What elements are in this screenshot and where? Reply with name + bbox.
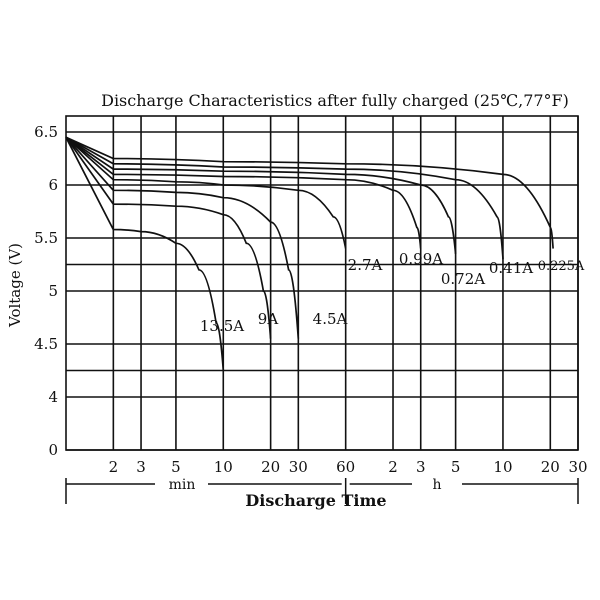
curve-label-0.72A: 0.72A <box>441 270 485 288</box>
discharge-curves <box>65 136 554 371</box>
x-tick-label: 60 <box>336 458 355 476</box>
x-tick-label: 2 <box>109 458 119 476</box>
grid <box>65 115 579 451</box>
unit-min-label: min <box>169 477 196 493</box>
x-tick-label: 5 <box>451 458 461 476</box>
x-tick-label: 10 <box>493 458 512 476</box>
x-tick-label: 2 <box>388 458 398 476</box>
curve-0.41A <box>65 136 504 260</box>
chart-title: Discharge Characteristics after fully ch… <box>101 91 569 110</box>
curve-13.5A <box>65 136 225 371</box>
time-units: min h <box>65 477 579 504</box>
curve-9A <box>65 136 272 339</box>
curve-2.7A <box>65 136 347 249</box>
curve-4.5A <box>65 136 300 339</box>
x-tick-label: 20 <box>541 458 560 476</box>
unit-h-label: h <box>432 477 441 493</box>
x-tick-label: 30 <box>568 458 587 476</box>
x-tick-label: 20 <box>261 458 280 476</box>
curve-label-0.41A: 0.41A <box>489 259 533 277</box>
curve-label-0.225A: 0.225A <box>538 259 585 274</box>
x-tick-label: 3 <box>136 458 146 476</box>
plot-frame <box>65 115 579 451</box>
y-tick-label: 6 <box>48 176 58 194</box>
x-tick-label: 30 <box>289 458 308 476</box>
curve-label-13.5A: 13.5A <box>200 317 244 335</box>
curve-label-4.5A: 4.5A <box>313 310 348 328</box>
curve-label-2.7A: 2.7A <box>348 256 383 274</box>
x-tick-label: 10 <box>214 458 233 476</box>
y-tick-label: 0 <box>48 441 58 459</box>
y-tick-label: 4.5 <box>34 335 58 353</box>
curve-0.72A <box>65 136 457 254</box>
x-tick-label: 3 <box>416 458 426 476</box>
y-tick-label: 6.5 <box>34 123 58 141</box>
axis-ticks: 044.555.566.52 3 5 10 20 30 60 2 3 5 10 20 30 <box>34 123 587 476</box>
x-tick-label: 5 <box>171 458 181 476</box>
curve-0.99A <box>65 136 422 249</box>
y-tick-label: 4 <box>48 388 58 406</box>
y-tick-label: 5 <box>48 282 58 300</box>
curve-label-0.99A: 0.99A <box>399 250 443 268</box>
curve-0.225A <box>65 136 554 249</box>
curve-label-9A: 9A <box>258 310 279 328</box>
y-axis-label: Voltage (V) <box>6 243 24 328</box>
y-tick-label: 5.5 <box>34 229 58 247</box>
x-axis-label: Discharge Time <box>245 491 386 510</box>
